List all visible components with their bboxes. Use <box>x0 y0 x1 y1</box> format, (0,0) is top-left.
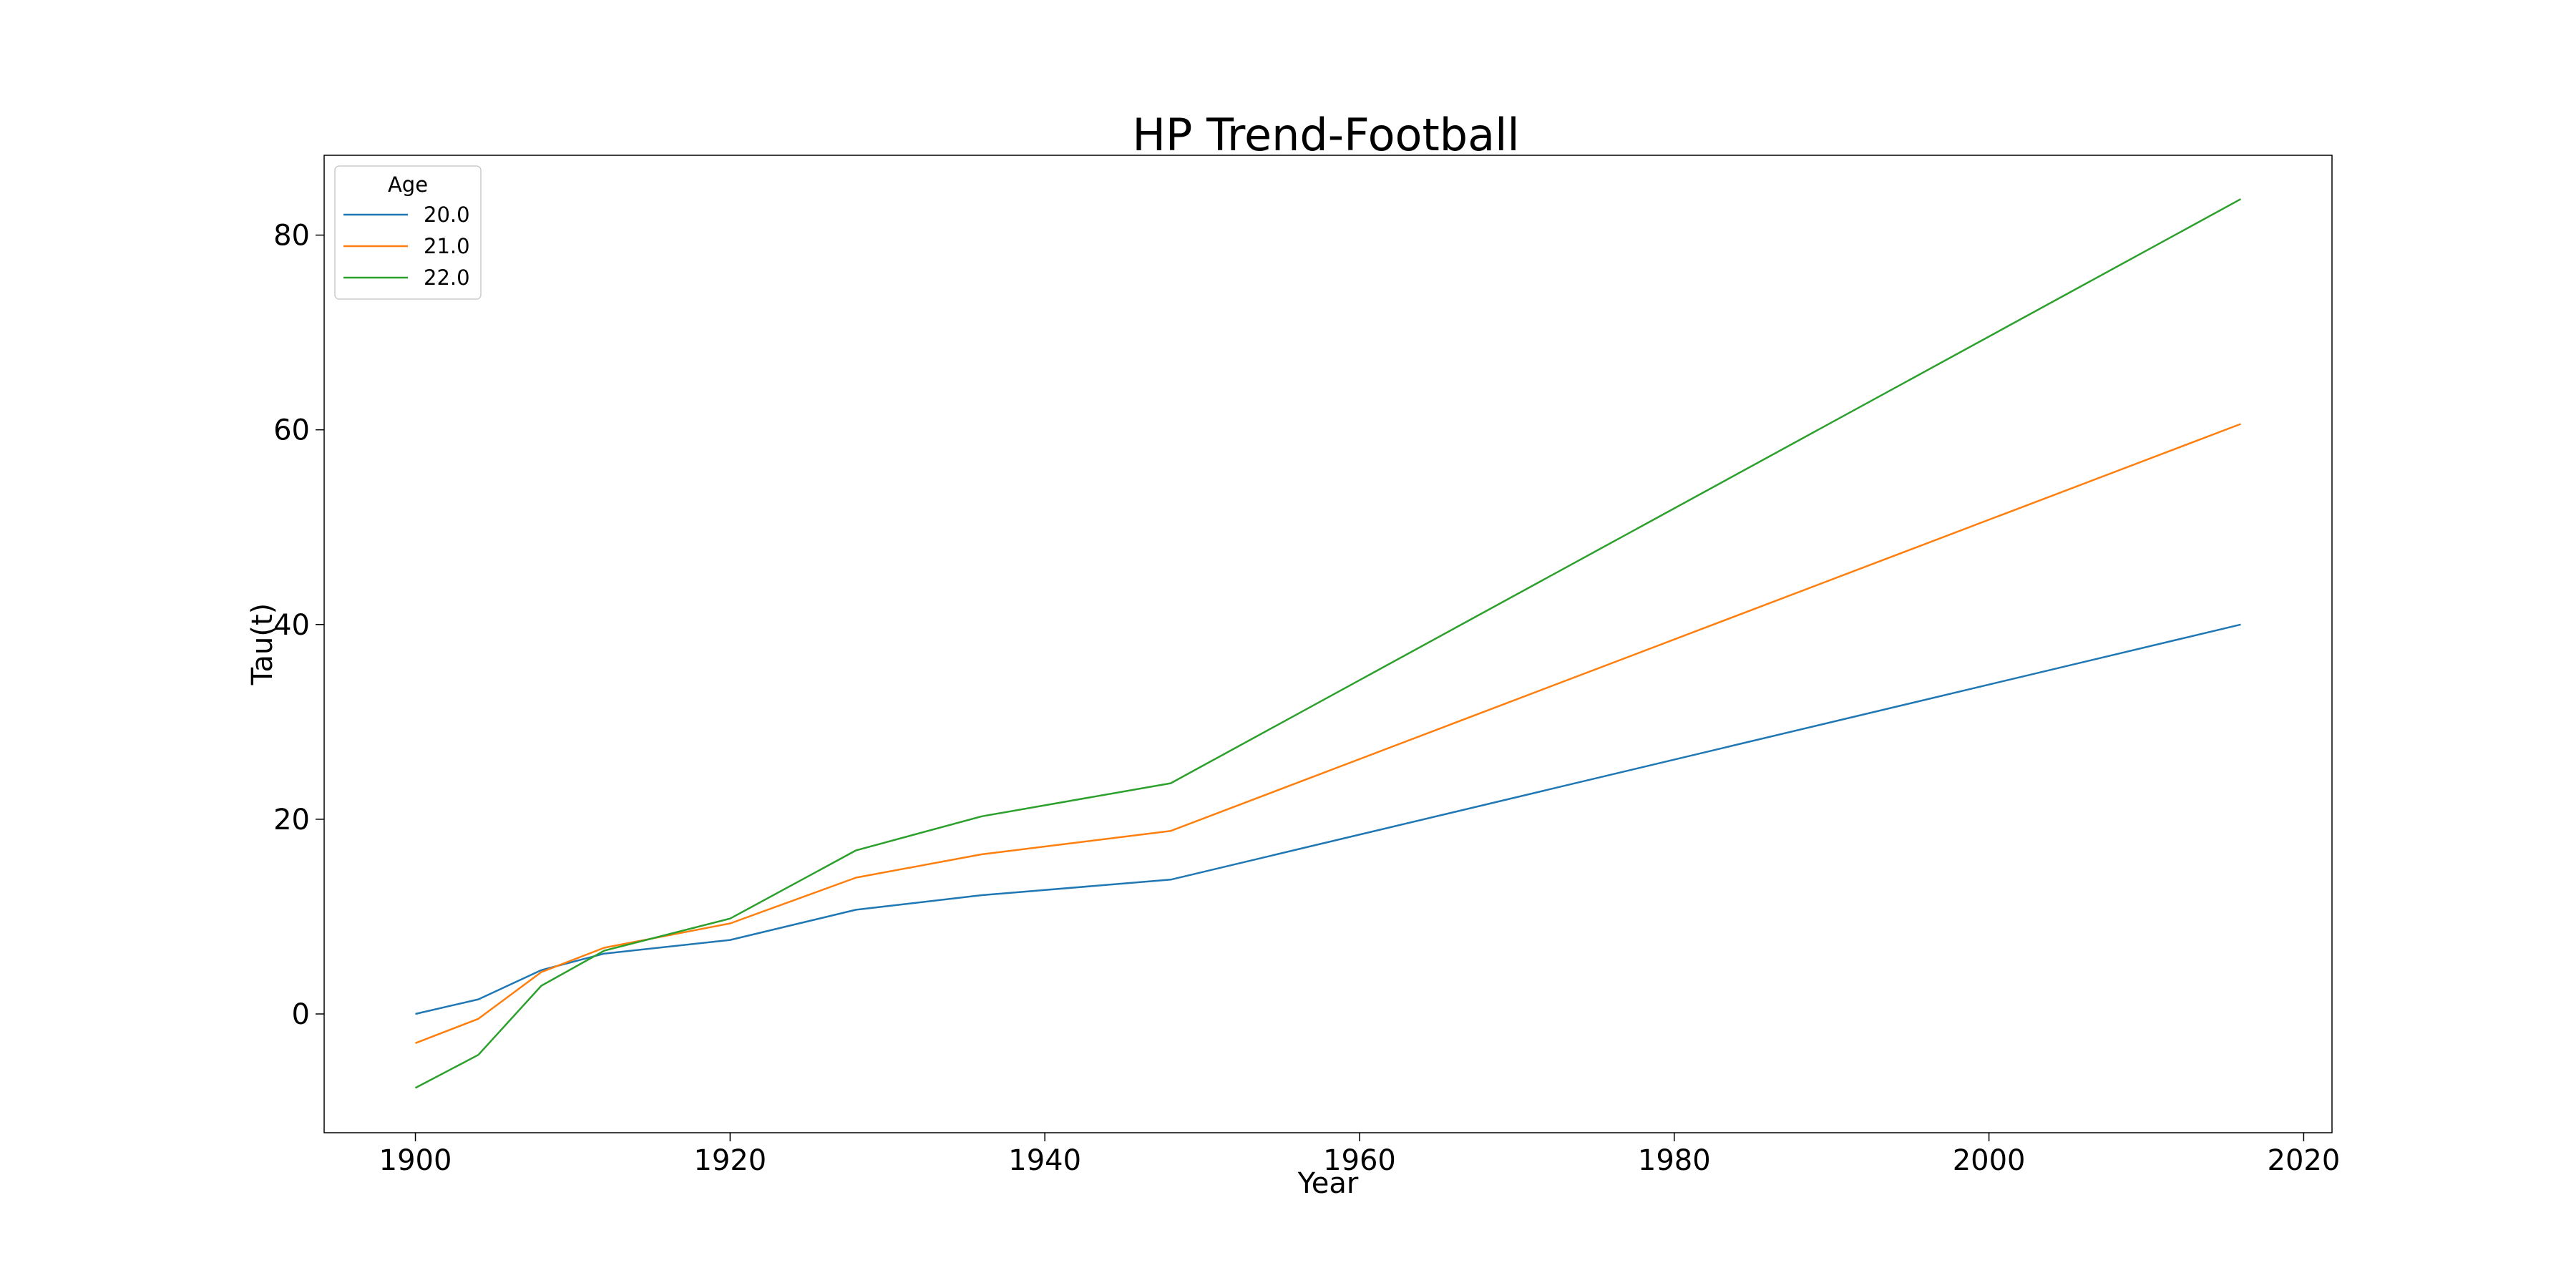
legend-title: Age <box>388 172 428 197</box>
x-tick-label: 1980 <box>1638 1144 1711 1177</box>
legend-entries: 20.0 21.0 22.0 <box>343 203 470 290</box>
legend: Age 20.0 21.0 22.0 <box>334 165 482 300</box>
legend-label-0: 20.0 <box>424 203 470 227</box>
x-axis-ticks: 1900 1920 1940 1960 1980 2000 2020 <box>379 1133 2341 1177</box>
series-line-2 <box>414 198 2242 1089</box>
x-tick-label: 2020 <box>2268 1144 2341 1177</box>
x-axis-label: Year <box>1297 1167 1359 1200</box>
series-line-1 <box>415 423 2241 1044</box>
y-axis-ticks: 0 20 40 60 80 <box>273 220 324 1031</box>
y-tick-label: 0 <box>292 998 310 1031</box>
x-tick-label: 1960 <box>1323 1144 1396 1177</box>
y-axis-label: Tau(t) <box>246 603 279 686</box>
plot-frame <box>323 155 2333 1133</box>
chart-title: HP Trend-Football <box>1132 109 1519 161</box>
legend-label-2: 22.0 <box>424 265 470 290</box>
legend-label-1: 21.0 <box>424 234 470 258</box>
x-tick-label: 1900 <box>379 1144 452 1177</box>
plot-lines <box>414 198 2242 1089</box>
x-tick-label: 1920 <box>693 1144 766 1177</box>
y-tick-label: 80 <box>273 220 310 253</box>
y-tick-label: 60 <box>273 414 310 447</box>
y-tick-label: 20 <box>273 804 310 836</box>
x-tick-label: 2000 <box>1953 1144 2026 1177</box>
x-tick-label: 1940 <box>1008 1144 1081 1177</box>
y-tick-label: 40 <box>273 609 310 642</box>
legend-box <box>334 165 482 300</box>
series-line-0 <box>415 623 2241 1015</box>
